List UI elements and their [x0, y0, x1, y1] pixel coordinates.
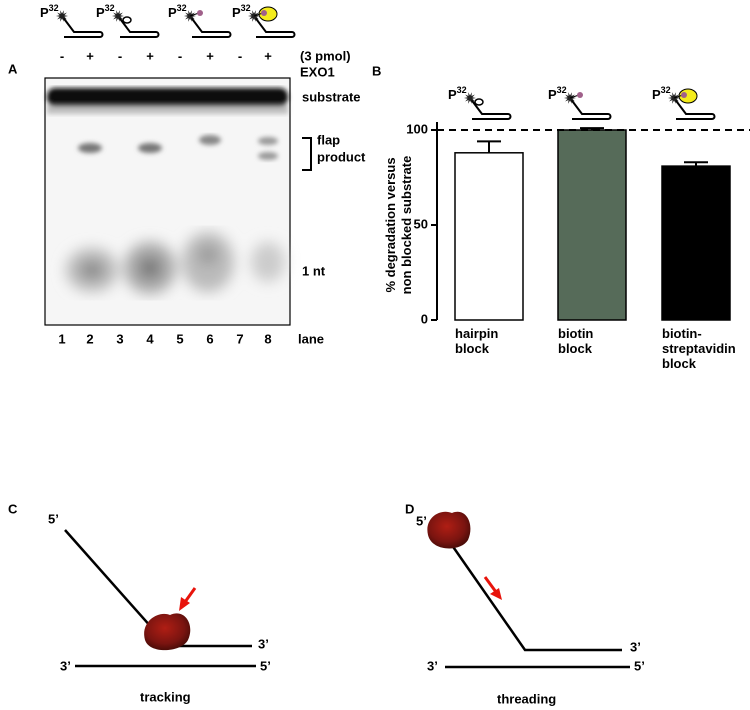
- biotin: [577, 92, 583, 98]
- gel: [44, 77, 312, 326]
- y-tick-label: 100: [406, 121, 428, 136]
- lane-sign: +: [86, 48, 94, 63]
- lane-number: 2: [86, 331, 93, 346]
- nucleotide-spots: [66, 232, 285, 294]
- product-bracket: [302, 137, 312, 171]
- dna-strand: [673, 97, 716, 120]
- dna-strand: [469, 97, 512, 120]
- lane-number: 1: [58, 331, 65, 346]
- lane-sign: -: [60, 48, 64, 63]
- lane-sign: +: [264, 48, 272, 63]
- dna-strand: [61, 15, 104, 38]
- band-label: 1 nt: [302, 263, 326, 278]
- lane-number: 3: [116, 331, 123, 346]
- probe-label: P32: [232, 3, 251, 20]
- product-bands: [78, 135, 278, 160]
- probe-base: P: [232, 5, 241, 20]
- hairpin-loop: [474, 98, 484, 106]
- bar: [661, 165, 731, 321]
- strand-end: 5’: [260, 658, 271, 673]
- radiolabel: [464, 92, 476, 104]
- probe-base: P: [40, 5, 49, 20]
- lane-number: 5: [176, 331, 183, 346]
- hairpin-loop: [122, 16, 132, 24]
- panel-label: D: [405, 501, 414, 516]
- band-label: flap: [317, 132, 340, 147]
- probe-label: P32: [168, 3, 187, 20]
- band-label: product: [317, 149, 366, 164]
- dna-strand: [189, 15, 232, 38]
- dna-strand: [253, 15, 296, 38]
- probe-label: P32: [96, 3, 115, 20]
- lane-sign: +: [146, 48, 154, 63]
- probe-base: P: [448, 87, 457, 102]
- amount-label: (3 pmol): [300, 48, 351, 63]
- panel-label: C: [8, 501, 18, 516]
- probe-base: P: [548, 87, 557, 102]
- probe-sup: 32: [661, 85, 671, 95]
- probe-label: P32: [652, 85, 671, 102]
- y-axis-title-line: % degradation versus: [383, 157, 398, 292]
- lane-label: lane: [298, 331, 324, 346]
- strand-end: 5’: [634, 658, 645, 673]
- lane-number: 4: [146, 331, 154, 346]
- panel-label: B: [372, 63, 381, 78]
- probe-base: P: [96, 5, 105, 20]
- y-tick-label: 0: [421, 311, 428, 326]
- y-axis-title: % degradation versusnon blocked substrat…: [383, 156, 414, 295]
- lane-number: 6: [206, 331, 213, 346]
- lane-number: 8: [264, 331, 271, 346]
- biotin: [261, 10, 267, 16]
- probe-sup: 32: [49, 3, 59, 13]
- probe-label: P32: [448, 85, 467, 102]
- strand-end: 5’: [48, 511, 59, 526]
- dna-strand: [569, 97, 612, 120]
- strand-end: 3’: [630, 639, 641, 654]
- lane-sign: -: [178, 48, 182, 63]
- probe-sup: 32: [241, 3, 251, 13]
- probe-sup: 32: [557, 85, 567, 95]
- substrate-bands: [47, 88, 288, 114]
- probe-label: P32: [548, 85, 567, 102]
- radiolabel: [112, 10, 124, 22]
- biotin: [681, 92, 687, 98]
- dna-strand: [117, 15, 160, 38]
- diagram-caption: tracking: [140, 689, 191, 704]
- band-label: substrate: [302, 89, 361, 104]
- lane-sign: -: [238, 48, 242, 63]
- radiolabel: [56, 10, 68, 22]
- panel-label: A: [8, 61, 18, 76]
- probe-base: P: [652, 87, 661, 102]
- probe-label: P32: [40, 3, 59, 20]
- enzymes: [144, 511, 471, 651]
- y-axis-title-line: non blocked substrate: [399, 156, 414, 295]
- bar: [557, 129, 627, 321]
- y-tick-label: 50: [414, 216, 428, 231]
- bar: [454, 152, 524, 321]
- strand-end: 3’: [258, 636, 269, 651]
- probe-sup: 32: [457, 85, 467, 95]
- arrows: [179, 576, 502, 611]
- strand-end: 3’: [427, 658, 438, 673]
- biotin: [197, 10, 203, 16]
- enzyme-label: EXO1: [300, 64, 335, 79]
- x-tick-label: hairpin block: [455, 326, 499, 356]
- lane-sign: +: [206, 48, 214, 63]
- lane-sign: -: [118, 48, 122, 63]
- x-tick-label: biotin-streptavidin block: [662, 326, 736, 371]
- probe-base: P: [168, 5, 177, 20]
- lane-number: 7: [236, 331, 243, 346]
- probe-sup: 32: [105, 3, 115, 13]
- strand-end: 5’: [416, 513, 427, 528]
- x-tick-label: biotin block: [558, 326, 594, 356]
- diagram-caption: threading: [497, 691, 556, 706]
- strand-end: 3’: [60, 658, 71, 673]
- probe-sup: 32: [177, 3, 187, 13]
